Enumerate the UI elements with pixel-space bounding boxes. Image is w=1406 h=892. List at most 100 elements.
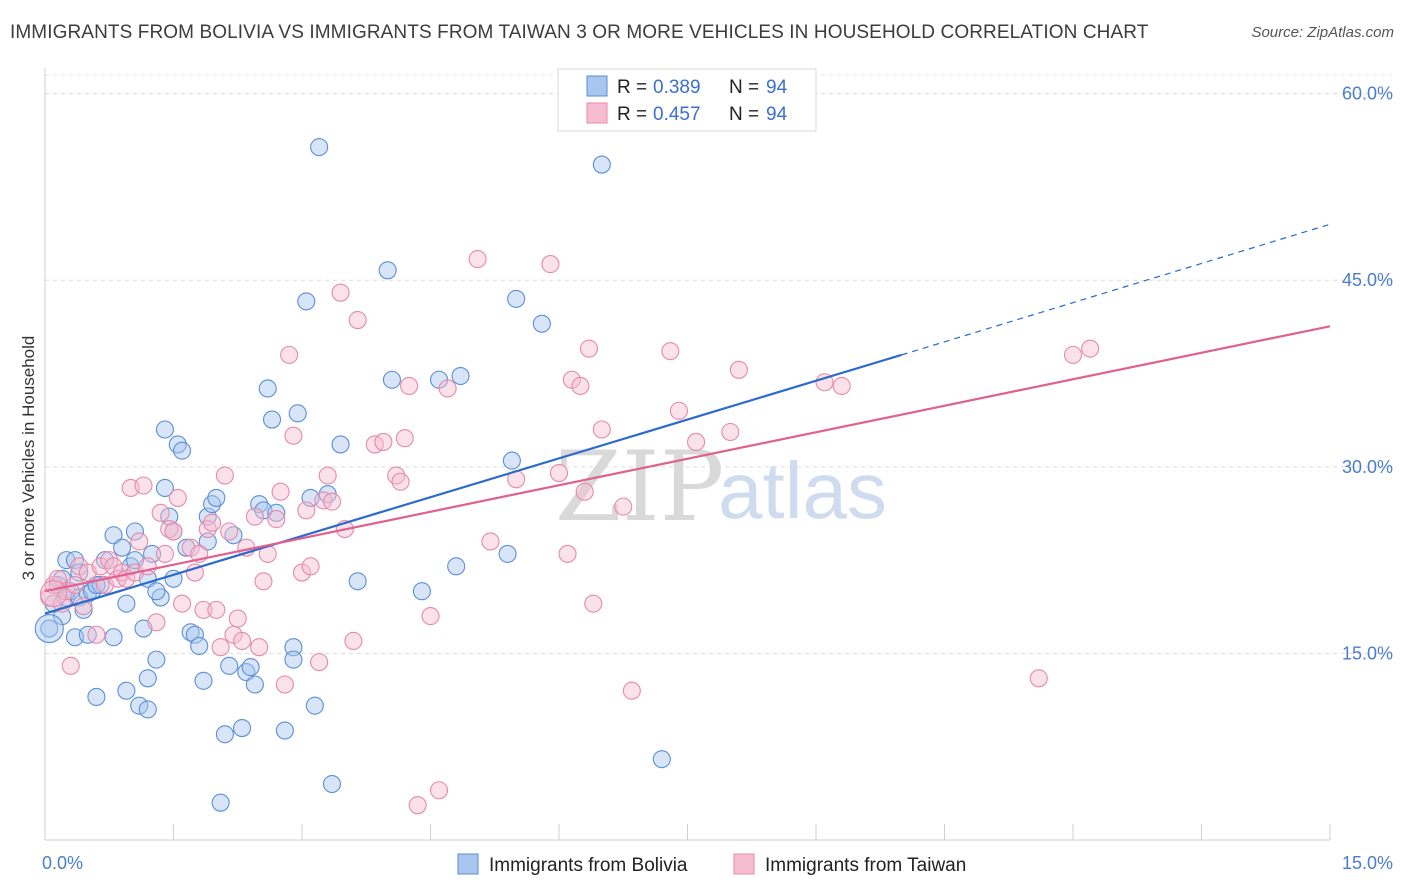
data-point-bolivia [288, 404, 307, 423]
trendlines [44, 223, 1331, 615]
data-point-taiwan [622, 681, 641, 700]
legend-n-value-bolivia: 94 [766, 77, 788, 98]
data-point-taiwan [395, 429, 414, 448]
legend-swatch-bolivia [586, 75, 608, 97]
data-point-bolivia [215, 725, 234, 744]
data-point-bolivia [211, 793, 230, 812]
data-point-bolivia [451, 366, 470, 386]
data-point-taiwan [1029, 669, 1048, 688]
data-point-bolivia [34, 613, 64, 644]
data-point-taiwan [194, 600, 213, 619]
data-point-bolivia [322, 774, 342, 794]
data-point-taiwan [408, 796, 427, 815]
axes [44, 68, 1331, 841]
legend-r-label: R = [617, 77, 647, 98]
data-point-taiwan [400, 376, 419, 396]
data-point-taiwan [832, 376, 851, 396]
data-point-taiwan [155, 544, 174, 563]
data-point-taiwan [130, 532, 149, 551]
data-point-taiwan [267, 510, 286, 529]
data-point-bolivia [532, 314, 551, 333]
data-point-taiwan [211, 638, 230, 657]
data-point-bolivia [331, 435, 350, 454]
data-point-taiwan [575, 482, 594, 501]
data-point-bolivia [502, 451, 521, 470]
legend-n-value-taiwan: 94 [766, 104, 788, 125]
data-point-taiwan [1081, 339, 1100, 358]
data-point-bolivia [40, 619, 59, 638]
data-point-taiwan [318, 466, 337, 485]
watermark-atlas: atlas [718, 446, 887, 535]
data-point-bolivia [412, 582, 431, 601]
data-point-bolivia [310, 138, 329, 157]
data-point-bolivia [652, 750, 671, 769]
data-point-bolivia [284, 650, 303, 669]
data-point-taiwan [579, 339, 599, 358]
data-point-taiwan [151, 503, 170, 522]
data-point-taiwan [134, 476, 153, 495]
legend-r-value-taiwan: 0.457 [653, 104, 701, 125]
data-point-bolivia [185, 625, 204, 644]
data-point-taiwan [614, 497, 633, 516]
data-point-bolivia [125, 522, 144, 541]
trendline-bolivia-extension [901, 223, 1331, 356]
y-tick-labels: 15.0% 30.0% 45.0% 60.0% [1342, 84, 1393, 664]
data-point-taiwan [48, 569, 67, 588]
data-point-bolivia [87, 687, 106, 707]
data-point-bolivia [117, 594, 136, 613]
data-point-bolivia [220, 656, 239, 675]
x-tick-label: 0.0% [42, 853, 83, 873]
bottom-legend-swatch-bolivia [457, 853, 479, 875]
data-point-taiwan [729, 360, 748, 379]
data-point-taiwan [661, 342, 680, 361]
data-point-taiwan [558, 544, 577, 563]
data-point-taiwan [310, 653, 329, 672]
data-point-taiwan [245, 507, 264, 526]
data-point-bolivia [378, 261, 397, 280]
bottom-legend-swatch-taiwan [733, 853, 755, 875]
series-taiwan-points [40, 250, 1100, 815]
data-point-taiwan [344, 631, 363, 651]
data-point-taiwan [207, 600, 226, 619]
y-tick-label: 60.0% [1342, 84, 1393, 104]
data-point-taiwan [40, 580, 68, 608]
data-point-taiwan [280, 345, 299, 364]
data-point-taiwan [301, 557, 320, 576]
data-point-taiwan [87, 625, 106, 644]
data-point-bolivia [498, 544, 517, 563]
data-point-bolivia [160, 507, 179, 526]
data-point-bolivia [207, 488, 226, 507]
data-point-taiwan [571, 376, 590, 396]
data-point-bolivia [262, 410, 282, 429]
source-credit: Source: ZipAtlas.com [1251, 24, 1394, 41]
data-point-bolivia [232, 718, 252, 738]
data-point-taiwan [438, 379, 457, 398]
data-point-bolivia [104, 628, 123, 647]
series-legend: Immigrants from Bolivia Immigrants from … [457, 853, 966, 876]
data-point-bolivia [348, 572, 367, 591]
watermark-zip: ZIP [555, 431, 724, 543]
data-point-taiwan [481, 532, 500, 551]
data-point-taiwan [168, 488, 187, 507]
data-point-taiwan [173, 594, 192, 613]
data-point-taiwan [220, 522, 239, 541]
data-point-bolivia [507, 289, 526, 308]
data-point-bolivia [130, 696, 149, 715]
data-point-taiwan [541, 255, 560, 274]
legend-swatch-taiwan [586, 102, 608, 124]
data-point-bolivia [447, 557, 466, 576]
data-point-taiwan [391, 472, 410, 491]
data-point-bolivia [147, 650, 166, 669]
data-point-taiwan [250, 638, 269, 657]
trendline-bolivia [44, 353, 902, 615]
data-point-bolivia [245, 675, 264, 694]
data-point-bolivia [267, 503, 286, 522]
data-point-bolivia [147, 582, 166, 601]
data-point-taiwan [164, 522, 183, 541]
y-tick-label: 45.0% [1342, 270, 1393, 290]
data-point-taiwan [721, 422, 740, 442]
correlation-legend: R = 0.389 N = 94 R = 0.457 N = 94 [557, 68, 817, 132]
data-point-bolivia [275, 721, 294, 740]
data-point-bolivia [592, 155, 611, 174]
